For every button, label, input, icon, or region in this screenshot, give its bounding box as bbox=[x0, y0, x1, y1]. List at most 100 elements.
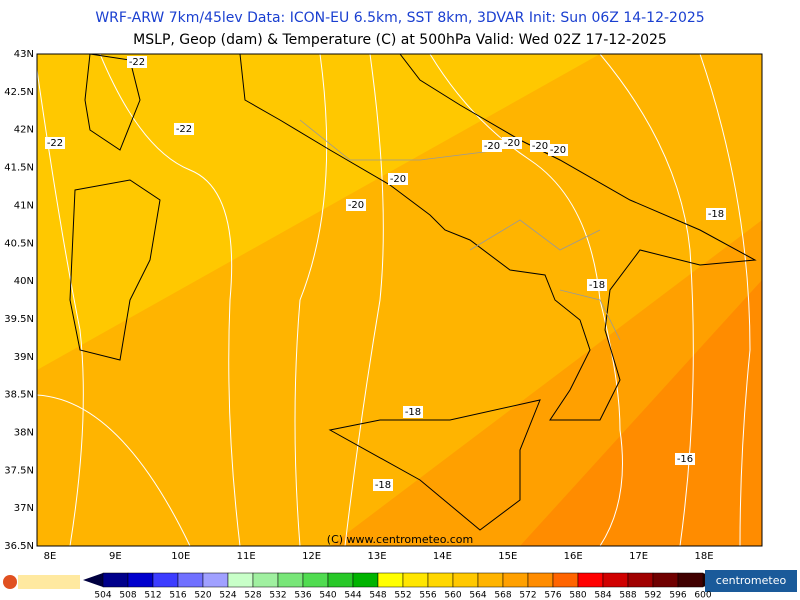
colorbar-label: 504 bbox=[94, 591, 111, 600]
colorbar-label: 548 bbox=[369, 591, 386, 600]
contour-label-bg bbox=[45, 137, 65, 149]
colorbar-box bbox=[652, 572, 679, 588]
colorbar-label: 564 bbox=[469, 591, 486, 600]
colorbar-box bbox=[577, 572, 604, 588]
lat-label: 41N bbox=[14, 200, 34, 211]
colorbar-label: 568 bbox=[494, 591, 511, 600]
colorbar-box bbox=[502, 572, 529, 588]
lon-label: 18E bbox=[694, 551, 713, 562]
colorbar-label: 560 bbox=[444, 591, 461, 600]
colorbar-box bbox=[627, 572, 654, 588]
contour-label-bg bbox=[530, 140, 550, 152]
header-line2: MSLP, Geop (dam) & Temperature (C) at 50… bbox=[133, 32, 667, 48]
colorbar-box bbox=[227, 572, 254, 588]
lon-label: 17E bbox=[629, 551, 648, 562]
contour-label-bg bbox=[346, 199, 366, 211]
colorbar-box bbox=[427, 572, 454, 588]
lon-label: 13E bbox=[367, 551, 386, 562]
contour-label-bg bbox=[127, 56, 147, 68]
colorbar-label: 532 bbox=[269, 591, 286, 600]
lat-label: 40N bbox=[14, 276, 34, 287]
contour-label: -20 bbox=[484, 141, 500, 152]
lon-label: 10E bbox=[171, 551, 190, 562]
colorbar-box bbox=[377, 572, 404, 588]
lat-label: 38.5N bbox=[4, 390, 34, 401]
contour-label-bg bbox=[675, 453, 695, 465]
colorbar-box bbox=[477, 572, 504, 588]
colorbar-label: 508 bbox=[119, 591, 136, 600]
lon-label: 12E bbox=[302, 551, 321, 562]
right-logo bbox=[705, 570, 797, 592]
colorbar-end bbox=[83, 573, 103, 587]
colorbar-label: 528 bbox=[244, 591, 261, 600]
colorbar-label: 596 bbox=[669, 591, 686, 600]
colorbar-box bbox=[402, 572, 429, 588]
colorbar-box bbox=[302, 572, 329, 588]
contour-label-bg bbox=[174, 123, 194, 135]
map-frame bbox=[36, 53, 763, 547]
credit: (C) www.centrometeo.com bbox=[327, 533, 473, 546]
lon-label: 14E bbox=[433, 551, 452, 562]
colorbar-box bbox=[102, 572, 129, 588]
colorbar-label: 592 bbox=[644, 591, 661, 600]
colorbar-box bbox=[527, 572, 554, 588]
right-logo-text: centrometeo bbox=[716, 574, 787, 587]
colorbar-box bbox=[202, 572, 229, 588]
contour-label: -22 bbox=[129, 57, 145, 68]
colorbar-box bbox=[452, 572, 479, 588]
contour-label: -18 bbox=[405, 407, 421, 418]
colorbar-box bbox=[602, 572, 629, 588]
contour-label: -18 bbox=[375, 480, 391, 491]
colorbar-label: 600 bbox=[694, 591, 711, 600]
lat-label: 37.5N bbox=[4, 465, 34, 476]
lat-label: 39.5N bbox=[4, 314, 34, 325]
lat-label: 36.5N bbox=[4, 541, 34, 552]
contour-label: -22 bbox=[47, 138, 63, 149]
contour-label: -20 bbox=[348, 200, 364, 211]
colorbar-box bbox=[552, 572, 579, 588]
map bbox=[37, 54, 762, 546]
colorbar-label: 540 bbox=[319, 591, 336, 600]
contour-label-bg bbox=[548, 144, 568, 156]
left-logo bbox=[3, 575, 80, 589]
lon-label: 16E bbox=[564, 551, 583, 562]
contour-label-bg bbox=[388, 173, 408, 185]
contour-label: -20 bbox=[390, 174, 406, 185]
contour-label: -18 bbox=[589, 280, 605, 291]
colorbar-box bbox=[677, 572, 704, 588]
lon-label: 9E bbox=[109, 551, 122, 562]
contour-label: -20 bbox=[504, 138, 520, 149]
colorbar-box bbox=[352, 572, 379, 588]
lat-label: 42.5N bbox=[4, 87, 34, 98]
contour-label-bg bbox=[482, 140, 502, 152]
colorbar-label: 584 bbox=[594, 591, 611, 600]
colorbar-label: 576 bbox=[544, 591, 561, 600]
contour-label: -18 bbox=[708, 209, 724, 220]
lat-label: 39N bbox=[14, 352, 34, 363]
lon-label: 8E bbox=[44, 551, 57, 562]
lat-label: 37N bbox=[14, 503, 34, 514]
contour-label: -20 bbox=[550, 145, 566, 156]
lat-label: 40.5N bbox=[4, 238, 34, 249]
colorbar-label: 552 bbox=[394, 591, 411, 600]
lat-label: 42N bbox=[14, 125, 34, 136]
contour-label-bg bbox=[373, 479, 393, 491]
contour-label-bg bbox=[587, 279, 607, 291]
colorbar-box bbox=[177, 572, 204, 588]
colorbar-box bbox=[252, 572, 279, 588]
contour-label: -20 bbox=[532, 141, 548, 152]
contour-label: -22 bbox=[176, 124, 192, 135]
colorbar-label: 516 bbox=[169, 591, 186, 600]
header-line1: WRF-ARW 7km/45lev Data: ICON-EU 6.5km, S… bbox=[95, 10, 704, 26]
colorbar-label: 580 bbox=[569, 591, 586, 600]
colorbar-label: 544 bbox=[344, 591, 361, 600]
contour-label-bg bbox=[403, 406, 423, 418]
lat-label: 43N bbox=[14, 49, 34, 60]
lon-label: 15E bbox=[498, 551, 517, 562]
colorbar-label: 572 bbox=[519, 591, 536, 600]
colorbar-box bbox=[152, 572, 179, 588]
colorbar-label: 524 bbox=[219, 591, 236, 600]
colorbar-box bbox=[277, 572, 304, 588]
colorbar-label: 512 bbox=[144, 591, 161, 600]
colorbar-label: 588 bbox=[619, 591, 636, 600]
